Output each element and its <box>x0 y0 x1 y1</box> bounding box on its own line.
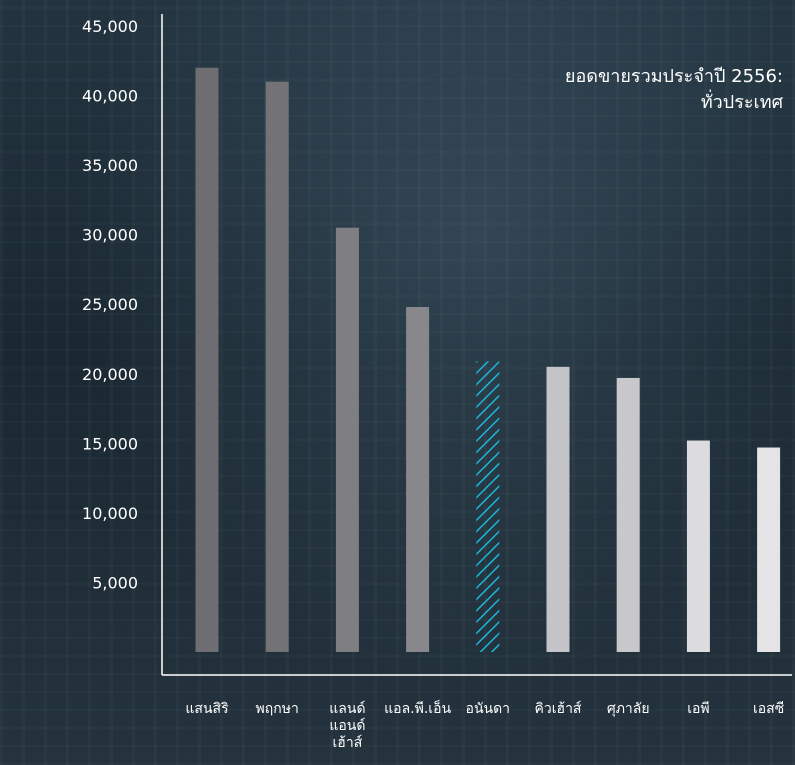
y-tick-label: 25,000 <box>82 295 138 314</box>
axes <box>161 14 792 676</box>
x-tick-label: คิวเฮ้าส์ <box>535 700 582 717</box>
y-axis-ticks: 5,000 10,000 15,000 20,000 25,000 30,000 35,00… <box>82 17 138 592</box>
y-tick-label: 15,000 <box>82 434 138 453</box>
x-axis-ticks: แสนสิริ พฤกษา แลนด์แอนด์เฮ้าส์ แอล.พี.เอ็น อ… <box>185 699 784 751</box>
y-tick-label: 40,000 <box>82 87 138 106</box>
bar-4 <box>476 361 500 652</box>
bar-5 <box>546 366 570 652</box>
bar-2 <box>335 227 359 652</box>
y-tick-label: 5,000 <box>92 573 138 592</box>
y-tick-label: 20,000 <box>82 365 138 384</box>
x-tick-label: แสนสิริ <box>185 701 229 717</box>
y-tick-label: 45,000 <box>82 17 138 36</box>
y-tick-label: 10,000 <box>82 504 138 523</box>
x-tick-label: แลนด์แอนด์เฮ้าส์ <box>329 700 365 751</box>
y-tick-label: 35,000 <box>82 156 138 175</box>
x-tick-label: เอสซี <box>753 701 784 717</box>
bar-7 <box>686 440 710 652</box>
x-tick-label: ศุภาลัย <box>607 701 650 717</box>
x-tick-label: พฤกษา <box>256 701 299 717</box>
bar-8 <box>757 447 781 652</box>
bar-0 <box>195 67 219 652</box>
y-tick-label: 30,000 <box>82 226 138 245</box>
bars <box>195 67 781 652</box>
x-tick-label: อนันดา <box>466 701 511 717</box>
bar-6 <box>616 377 640 652</box>
x-tick-label: เอพี <box>687 701 709 717</box>
bar-1 <box>265 81 289 652</box>
chart-title: ยอดขายรวมประจำปี 2556: ทั่วประเทศ <box>564 66 783 113</box>
x-tick-label: แอล.พี.เอ็น <box>384 699 451 717</box>
bar-3 <box>406 307 430 652</box>
